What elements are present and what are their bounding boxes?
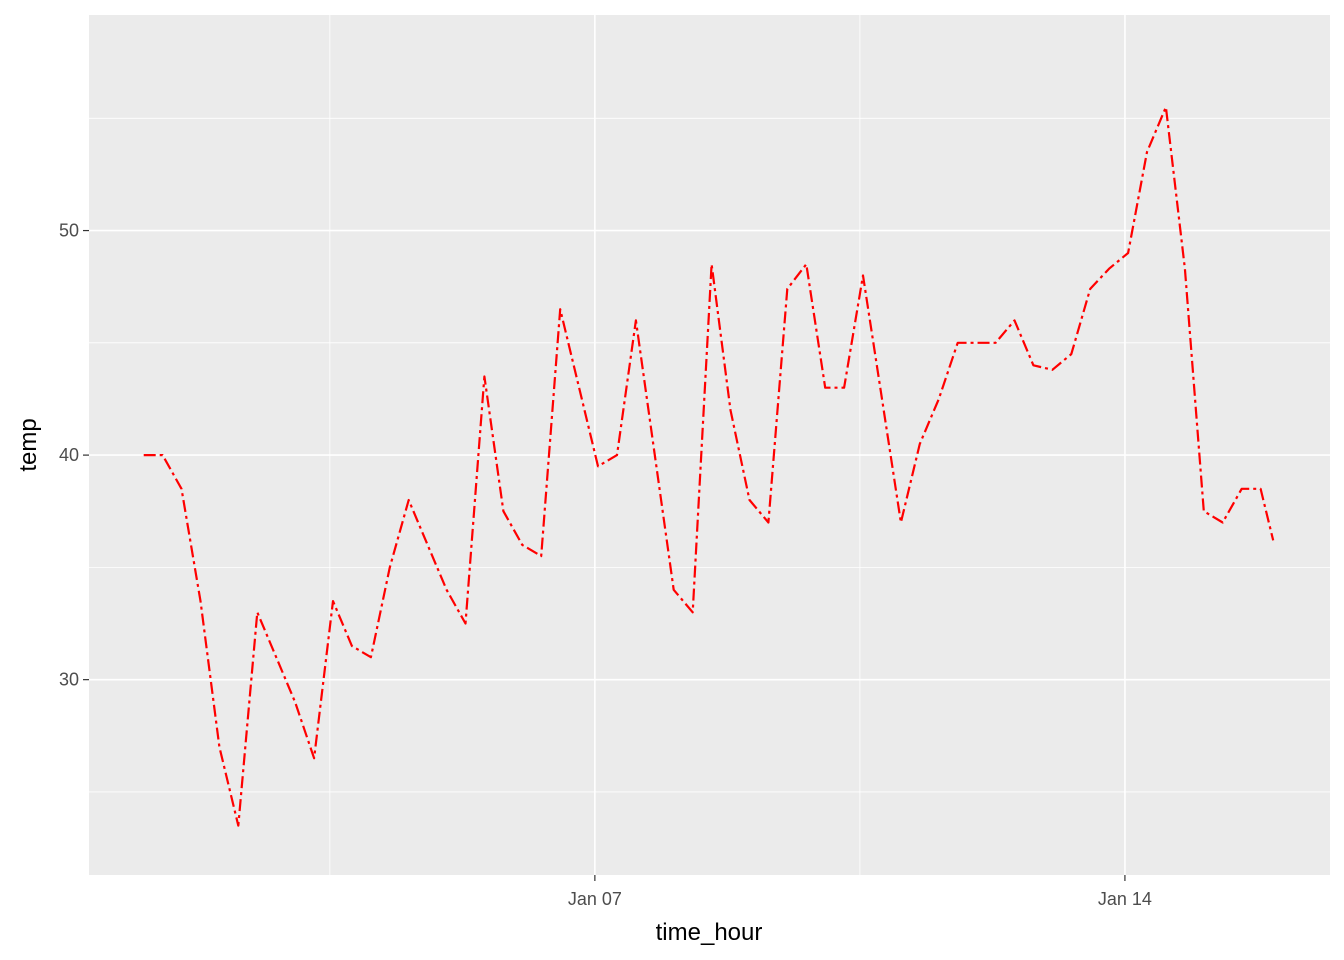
- y-axis-title: temp: [15, 418, 42, 471]
- x-axis-title: time_hour: [656, 919, 763, 946]
- x-axis: Jan 07 Jan 14: [568, 875, 1152, 909]
- y-tick-label: 40: [59, 445, 79, 465]
- x-tick-label: Jan 14: [1098, 889, 1152, 909]
- panel-background: [89, 15, 1330, 875]
- major-gridlines: [89, 15, 1330, 875]
- series-layer: [143, 106, 1275, 827]
- temp-series-line: [143, 106, 1275, 827]
- y-axis: 30 40 50: [59, 221, 89, 690]
- minor-gridlines: [89, 15, 1330, 875]
- y-tick-label: 30: [59, 670, 79, 690]
- y-tick-label: 50: [59, 221, 79, 241]
- x-tick-label: Jan 07: [568, 889, 622, 909]
